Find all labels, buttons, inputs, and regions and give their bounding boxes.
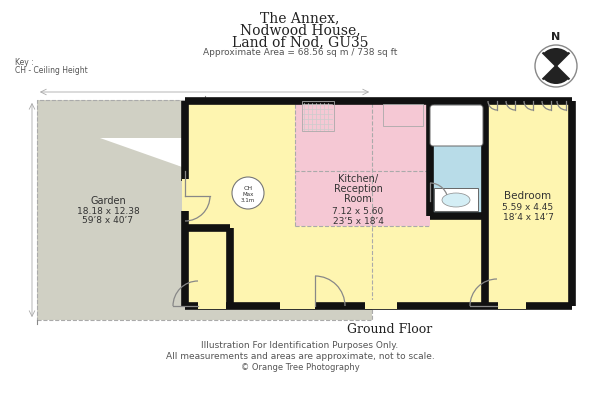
Circle shape [535, 45, 577, 87]
Text: 7.12 x 5.60: 7.12 x 5.60 [332, 206, 383, 215]
Bar [280, 300, 315, 309]
Text: Approximate Area = 68.56 sq m / 738 sq ft: Approximate Area = 68.56 sq m / 738 sq f… [203, 48, 397, 57]
Bar [383, 104, 423, 126]
FancyBboxPatch shape [430, 105, 483, 146]
Bar [198, 300, 226, 309]
Text: Land of Nod, GU35: Land of Nod, GU35 [232, 35, 368, 49]
Text: 59’8 x 40’7: 59’8 x 40’7 [83, 215, 133, 224]
Text: Ground Floor: Ground Floor [347, 323, 433, 336]
Text: CH: CH [244, 187, 253, 192]
Text: © Orange Tree Photography: © Orange Tree Photography [241, 363, 359, 372]
Text: 5.59 x 4.45: 5.59 x 4.45 [502, 203, 554, 212]
Bar [365, 300, 397, 309]
Polygon shape [75, 138, 185, 168]
Text: Garden: Garden [90, 196, 126, 206]
Bar [37, 100, 372, 320]
Text: 23’5 x 18’4: 23’5 x 18’4 [332, 217, 383, 226]
Bar [430, 101, 485, 216]
Text: All measurements and areas are approximate, not to scale.: All measurements and areas are approxima… [166, 352, 434, 361]
Polygon shape [75, 138, 185, 168]
Wedge shape [543, 66, 569, 84]
Text: 18’4 x 14’7: 18’4 x 14’7 [503, 213, 553, 222]
Text: Max: Max [242, 192, 254, 196]
Circle shape [232, 177, 264, 209]
Bar [185, 101, 572, 306]
Text: Room: Room [344, 194, 372, 204]
Bar [295, 101, 430, 226]
Text: Kitchen/: Kitchen/ [338, 174, 378, 184]
Text: Nodwood House,: Nodwood House, [239, 23, 361, 37]
Text: 3.1m: 3.1m [241, 198, 255, 203]
Text: The Annex,: The Annex, [260, 11, 340, 25]
Text: CH - Ceiling Height: CH - Ceiling Height [15, 66, 88, 75]
Bar [498, 300, 526, 309]
Bar [302, 101, 334, 131]
Ellipse shape [442, 193, 470, 207]
Bar [182, 179, 191, 211]
Text: N: N [551, 32, 560, 42]
Bar [37, 100, 372, 320]
Text: Key :: Key : [15, 58, 34, 67]
Wedge shape [543, 48, 569, 66]
Text: Bedroom: Bedroom [505, 191, 551, 201]
Text: Reception: Reception [334, 184, 382, 194]
Text: 18.18 x 12.38: 18.18 x 12.38 [77, 206, 139, 215]
Bar [434, 188, 478, 211]
Text: Illustration For Identification Purposes Only.: Illustration For Identification Purposes… [202, 341, 398, 350]
